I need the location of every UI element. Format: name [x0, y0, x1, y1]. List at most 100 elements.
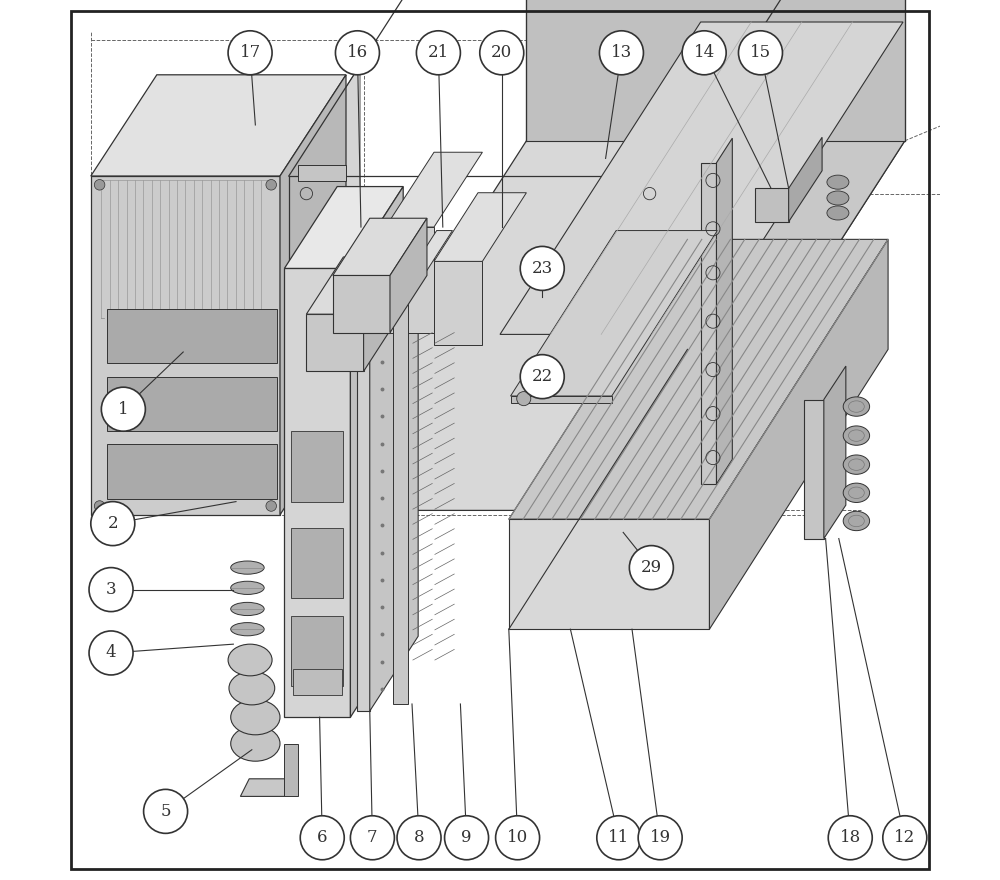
Text: 15: 15 — [750, 44, 771, 62]
Ellipse shape — [229, 671, 275, 705]
Circle shape — [599, 31, 643, 75]
Circle shape — [350, 816, 394, 860]
Polygon shape — [306, 257, 401, 314]
Ellipse shape — [843, 397, 870, 416]
Text: 16: 16 — [347, 44, 368, 62]
Polygon shape — [284, 744, 298, 796]
Polygon shape — [357, 207, 418, 282]
Polygon shape — [386, 227, 434, 333]
Polygon shape — [91, 75, 346, 176]
Polygon shape — [386, 152, 482, 227]
Ellipse shape — [231, 726, 280, 761]
Circle shape — [101, 387, 145, 431]
Polygon shape — [509, 239, 888, 519]
Text: 5: 5 — [160, 803, 171, 820]
Circle shape — [738, 31, 782, 75]
Polygon shape — [390, 218, 427, 333]
Polygon shape — [789, 137, 822, 222]
Polygon shape — [511, 231, 717, 396]
Circle shape — [682, 31, 726, 75]
Polygon shape — [291, 528, 343, 598]
Text: 20: 20 — [491, 44, 512, 62]
Polygon shape — [291, 431, 343, 502]
Circle shape — [266, 180, 276, 190]
Polygon shape — [280, 75, 346, 515]
Ellipse shape — [231, 561, 264, 575]
Circle shape — [94, 501, 105, 511]
Text: 21: 21 — [428, 44, 449, 62]
Circle shape — [445, 816, 489, 860]
Ellipse shape — [843, 511, 870, 531]
Polygon shape — [434, 261, 482, 345]
Text: 17: 17 — [239, 44, 261, 62]
Polygon shape — [370, 207, 418, 711]
Circle shape — [266, 501, 276, 511]
Polygon shape — [240, 779, 293, 796]
Circle shape — [828, 816, 872, 860]
Text: 12: 12 — [894, 829, 915, 847]
Polygon shape — [500, 22, 903, 334]
Polygon shape — [298, 165, 346, 181]
Polygon shape — [91, 176, 280, 515]
Polygon shape — [289, 65, 360, 510]
Polygon shape — [291, 616, 343, 686]
Text: 14: 14 — [694, 44, 715, 62]
Polygon shape — [350, 187, 403, 717]
Text: 4: 4 — [106, 644, 116, 662]
Circle shape — [517, 392, 531, 406]
Circle shape — [629, 546, 673, 590]
Polygon shape — [284, 268, 350, 717]
Ellipse shape — [843, 483, 870, 502]
Text: 3: 3 — [106, 581, 116, 598]
Circle shape — [91, 502, 135, 546]
Circle shape — [638, 816, 682, 860]
Polygon shape — [509, 519, 709, 629]
Polygon shape — [364, 257, 401, 371]
Ellipse shape — [843, 426, 870, 445]
Text: 2: 2 — [107, 515, 118, 532]
Polygon shape — [333, 275, 390, 333]
Text: 6: 6 — [317, 829, 327, 847]
Text: 8: 8 — [414, 829, 424, 847]
Circle shape — [520, 355, 564, 399]
Polygon shape — [333, 218, 427, 275]
Polygon shape — [526, 0, 905, 141]
Circle shape — [883, 816, 927, 860]
Ellipse shape — [228, 644, 272, 676]
Polygon shape — [393, 231, 452, 299]
Text: 18: 18 — [840, 829, 861, 847]
Circle shape — [89, 631, 133, 675]
Polygon shape — [667, 0, 905, 510]
Circle shape — [480, 31, 524, 75]
Polygon shape — [804, 400, 824, 539]
Text: 7: 7 — [367, 829, 378, 847]
Polygon shape — [107, 444, 277, 499]
Polygon shape — [824, 366, 846, 539]
Circle shape — [597, 816, 641, 860]
Circle shape — [416, 31, 460, 75]
Circle shape — [94, 180, 105, 190]
Text: 13: 13 — [611, 44, 632, 62]
Polygon shape — [701, 163, 716, 484]
Ellipse shape — [827, 175, 849, 189]
Polygon shape — [716, 138, 732, 484]
Circle shape — [144, 789, 188, 833]
Ellipse shape — [827, 206, 849, 220]
Ellipse shape — [843, 455, 870, 474]
Ellipse shape — [231, 581, 264, 595]
Ellipse shape — [231, 602, 264, 616]
Circle shape — [397, 816, 441, 860]
Text: 23: 23 — [532, 260, 553, 277]
Polygon shape — [357, 282, 370, 711]
Circle shape — [335, 31, 379, 75]
Ellipse shape — [231, 623, 264, 635]
Text: 19: 19 — [650, 829, 671, 847]
Polygon shape — [284, 187, 403, 268]
Text: 22: 22 — [532, 368, 553, 385]
Text: 9: 9 — [461, 829, 472, 847]
Polygon shape — [306, 314, 364, 371]
Polygon shape — [709, 239, 888, 629]
Ellipse shape — [827, 191, 849, 205]
Text: 10: 10 — [507, 829, 528, 847]
Circle shape — [300, 816, 344, 860]
